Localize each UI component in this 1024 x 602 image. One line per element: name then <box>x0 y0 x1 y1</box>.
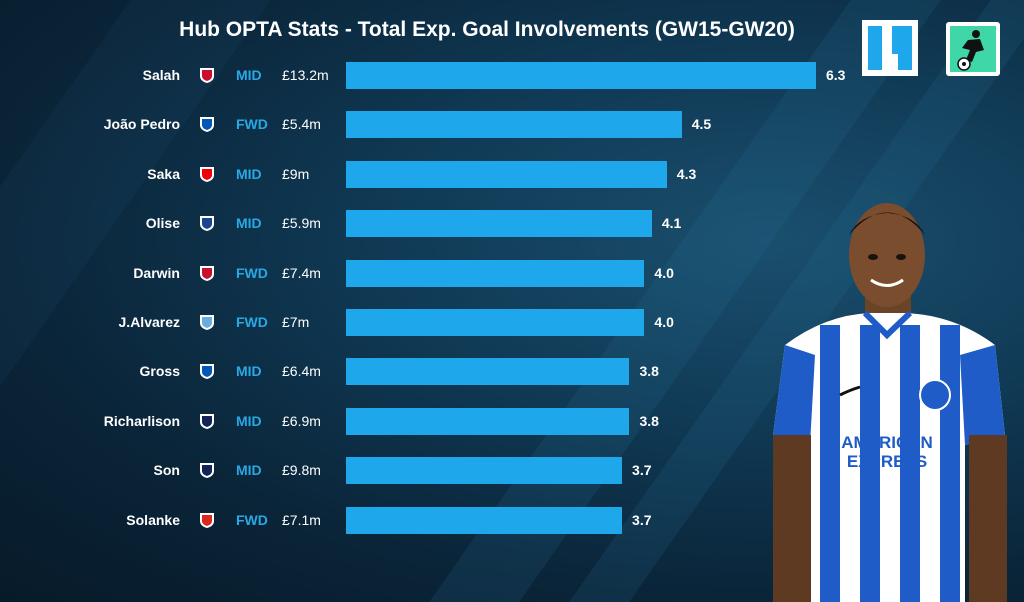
player-name-label: Solanke <box>126 511 180 528</box>
bar <box>346 358 630 386</box>
position-label: FWD <box>236 264 268 281</box>
player-name-label: Son <box>153 462 180 479</box>
player-name-label: Olise <box>145 215 180 232</box>
player-name-label: J.Alvarez <box>118 314 180 330</box>
position-label: MID <box>236 412 262 429</box>
value-label: 4.1 <box>661 215 682 232</box>
price-label: £9.8m <box>282 462 321 479</box>
price-label: £7.4m <box>282 264 321 281</box>
bar <box>346 506 623 534</box>
value-label: 4.0 <box>654 314 674 330</box>
position-label: MID <box>236 165 262 182</box>
chart-title: Hub OPTA Stats - Total Exp. Goal Involve… <box>179 18 795 41</box>
value-label: 4.3 <box>676 165 697 182</box>
bar <box>346 210 652 238</box>
position-label: MID <box>236 363 262 380</box>
player-name-label: Saka <box>147 165 180 182</box>
brighton-crest-icon <box>200 117 214 133</box>
bar <box>346 62 816 89</box>
value-label: 3.8 <box>639 363 659 380</box>
bournemouth-crest-icon <box>200 512 214 528</box>
player-photo: AMERICAN EXPRESS <box>773 203 1007 602</box>
position-label: MID <box>236 215 262 232</box>
arsenal-crest-icon <box>200 166 214 182</box>
price-label: £6.9m <box>282 412 321 429</box>
bar <box>346 457 623 485</box>
bar <box>346 407 630 435</box>
player-name-label: Salah <box>142 67 180 83</box>
price-label: £5.4m <box>282 116 321 133</box>
value-label: 4.5 <box>691 116 712 133</box>
value-label: 3.7 <box>632 462 652 479</box>
kit-sponsor-line-2: EXPRESS <box>847 452 927 471</box>
position-label: FWD <box>236 314 268 330</box>
bar <box>346 111 682 139</box>
price-label: £13.2m <box>282 67 329 83</box>
liverpool-crest-icon <box>200 68 214 83</box>
position-label: FWD <box>236 116 268 133</box>
value-label: 4.0 <box>654 264 674 281</box>
kit-sponsor-line-1: AMERICAN <box>841 433 933 452</box>
tottenham-crest-icon <box>200 463 214 479</box>
liverpool-crest-icon <box>200 265 214 281</box>
player-name-label: Darwin <box>133 264 180 281</box>
position-label: MID <box>236 67 262 83</box>
bar <box>346 160 667 188</box>
hub-logo-icon <box>862 20 918 76</box>
crystal-palace-crest-icon <box>200 216 214 232</box>
player-name-label: Gross <box>139 363 180 380</box>
fantasy-logo-icon <box>946 22 1000 76</box>
position-label: FWD <box>236 511 268 528</box>
value-label: 3.8 <box>639 412 659 429</box>
value-label: 3.7 <box>632 511 652 528</box>
tottenham-crest-icon <box>200 413 214 429</box>
value-label: 6.3 <box>826 67 846 83</box>
price-label: £7.1m <box>282 511 321 528</box>
player-name-label: João Pedro <box>103 116 180 133</box>
price-label: £5.9m <box>282 215 321 232</box>
price-label: £6.4m <box>282 363 321 380</box>
bar <box>346 309 645 336</box>
player-name-label: Richarlison <box>103 412 180 429</box>
brighton-crest-icon <box>200 364 214 380</box>
price-label: £7m <box>282 314 310 330</box>
price-label: £9m <box>282 165 310 182</box>
man-city-crest-icon <box>200 315 214 330</box>
position-label: MID <box>236 462 262 479</box>
bar <box>346 259 645 287</box>
